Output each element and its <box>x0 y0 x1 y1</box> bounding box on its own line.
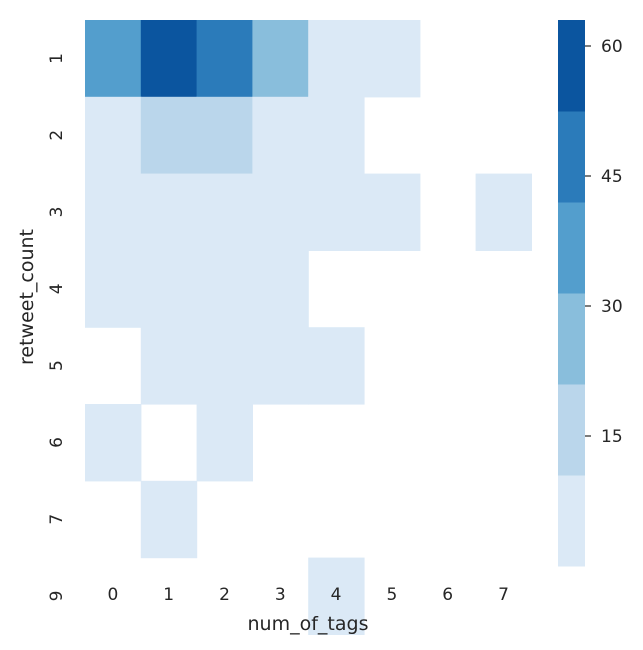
x-axis-label: num_of_tags <box>248 613 369 635</box>
heatmap-cell <box>308 96 365 175</box>
y-axis-label: retweet_count <box>16 229 38 365</box>
heatmap-cell <box>364 20 421 98</box>
colorbar-tick-label: 45 <box>601 167 623 187</box>
y-tick-label: 2 <box>47 130 67 141</box>
heatmap-cell <box>308 20 365 98</box>
heatmap-cell <box>140 327 198 405</box>
colorbar-tick-label: 15 <box>601 427 623 447</box>
heatmap-cell <box>85 96 142 175</box>
heatmap-cell <box>308 327 365 405</box>
y-tick-label: 5 <box>47 360 67 371</box>
heatmap-cell <box>196 20 253 98</box>
y-tick-labels: 1 2 3 4 5 6 7 9 <box>47 53 67 601</box>
colorbar-tick-labels: 15 30 45 60 <box>585 37 623 447</box>
colorbar-segment <box>558 202 585 294</box>
y-tick-label: 7 <box>47 514 67 525</box>
colorbar-segment <box>558 475 585 567</box>
colorbar-tick-label: 60 <box>601 37 623 57</box>
x-tick-label: 3 <box>275 585 286 605</box>
heatmap-cell <box>308 557 365 635</box>
heatmap-cell <box>252 96 309 175</box>
heatmap-cell <box>196 250 253 328</box>
heatmap-cell <box>252 20 309 98</box>
x-tick-labels: 0 1 2 3 4 5 6 7 <box>107 585 508 605</box>
y-tick-label: 9 <box>47 591 67 602</box>
heatmap-cell <box>140 96 198 175</box>
colorbar-segment <box>558 293 585 385</box>
x-tick-label: 7 <box>498 585 509 605</box>
colorbar-tick-label: 30 <box>601 297 623 317</box>
colorbar-segment <box>558 384 585 476</box>
colorbar-segment <box>558 111 585 203</box>
heatmap-cell <box>364 173 421 251</box>
heatmap-cell <box>308 173 365 251</box>
x-tick-label: 6 <box>442 585 453 605</box>
heatmap-cell <box>85 404 142 482</box>
heatmap-cell <box>85 20 142 98</box>
y-tick-label: 6 <box>47 437 67 448</box>
heatmap-cell <box>140 173 198 251</box>
heatmap-cells <box>85 20 532 635</box>
y-tick-label: 3 <box>47 207 67 218</box>
x-tick-label: 4 <box>331 585 342 605</box>
heatmap-cell <box>196 327 253 405</box>
colorbar-segment <box>558 20 585 112</box>
heatmap-cell <box>140 250 198 328</box>
x-tick-label: 1 <box>163 585 174 605</box>
y-tick-label: 1 <box>47 53 67 64</box>
heatmap-cell <box>196 173 253 251</box>
heatmap-cell <box>252 327 309 405</box>
x-tick-label: 2 <box>219 585 230 605</box>
heatmap-cell <box>140 20 198 98</box>
heatmap-cell <box>196 96 253 175</box>
y-tick-label: 4 <box>47 283 67 294</box>
colorbar <box>558 20 585 567</box>
heatmap-cell <box>252 173 309 251</box>
heatmap-cell <box>252 250 309 328</box>
heatmap-cell <box>85 250 142 328</box>
heatmap-cell <box>85 173 142 251</box>
x-tick-label: 0 <box>107 585 118 605</box>
x-tick-label: 5 <box>386 585 397 605</box>
heatmap-cell <box>475 173 532 251</box>
heatmap-cell <box>196 404 253 482</box>
heatmap-cell <box>140 480 198 559</box>
